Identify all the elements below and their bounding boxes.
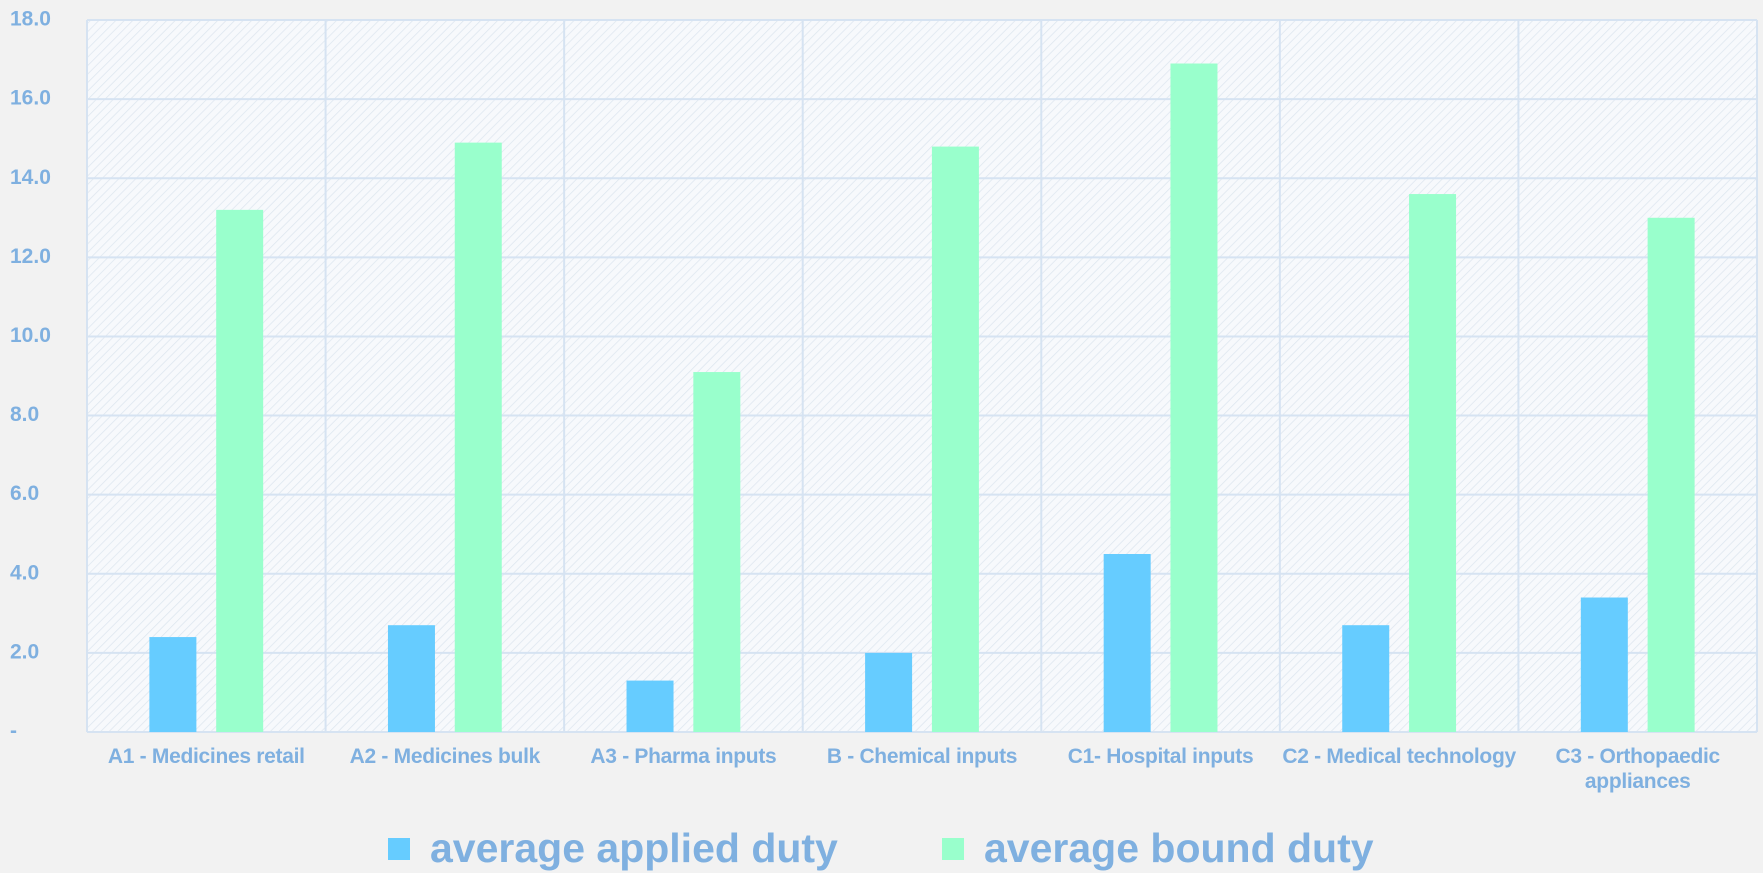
bar — [454, 142, 502, 733]
y-tick-label: 16.0 — [10, 87, 51, 110]
x-tick-label: A1 - Medicines retail — [107, 745, 305, 768]
bar — [1580, 597, 1628, 732]
y-tick-label: 10.0 — [10, 324, 51, 347]
y-tick-label: 12.0 — [10, 245, 51, 268]
legend-label: average bound duty — [984, 825, 1374, 871]
y-tick-label: 14.0 — [10, 166, 51, 189]
plot-area — [87, 20, 1757, 732]
bar — [1647, 217, 1695, 732]
bar — [626, 680, 674, 732]
bar — [216, 209, 264, 732]
legend-swatch — [388, 838, 410, 860]
x-tick-label: A2 - Medicines bulk — [349, 745, 541, 768]
bar — [1103, 554, 1151, 732]
x-tick-label: A3 - Pharma inputs — [590, 745, 777, 768]
y-tick-label: 18.0 — [10, 8, 51, 31]
bar — [1170, 63, 1218, 733]
x-tick-label: B - Chemical inputs — [826, 745, 1018, 768]
bar — [1409, 194, 1457, 733]
y-tick-label: 2.0 — [10, 640, 39, 663]
bar — [1342, 625, 1390, 732]
legend-label: average applied duty — [430, 825, 838, 871]
x-tick-label: C1- Hospital inputs — [1067, 745, 1254, 768]
y-tick-label: 8.0 — [10, 403, 39, 426]
x-tick-label: C3 - Orthopaedic appliances — [1555, 745, 1721, 793]
bar — [865, 652, 913, 732]
bar — [387, 625, 435, 732]
bar — [931, 146, 979, 733]
bar — [693, 372, 741, 732]
x-tick-label: C2 - Medical technology — [1282, 745, 1516, 768]
y-tick-label: 6.0 — [10, 482, 39, 505]
y-tick-label: 4.0 — [10, 561, 39, 584]
bar — [149, 637, 197, 732]
legend-swatch — [942, 838, 964, 860]
y-tick-label: - — [10, 720, 17, 743]
